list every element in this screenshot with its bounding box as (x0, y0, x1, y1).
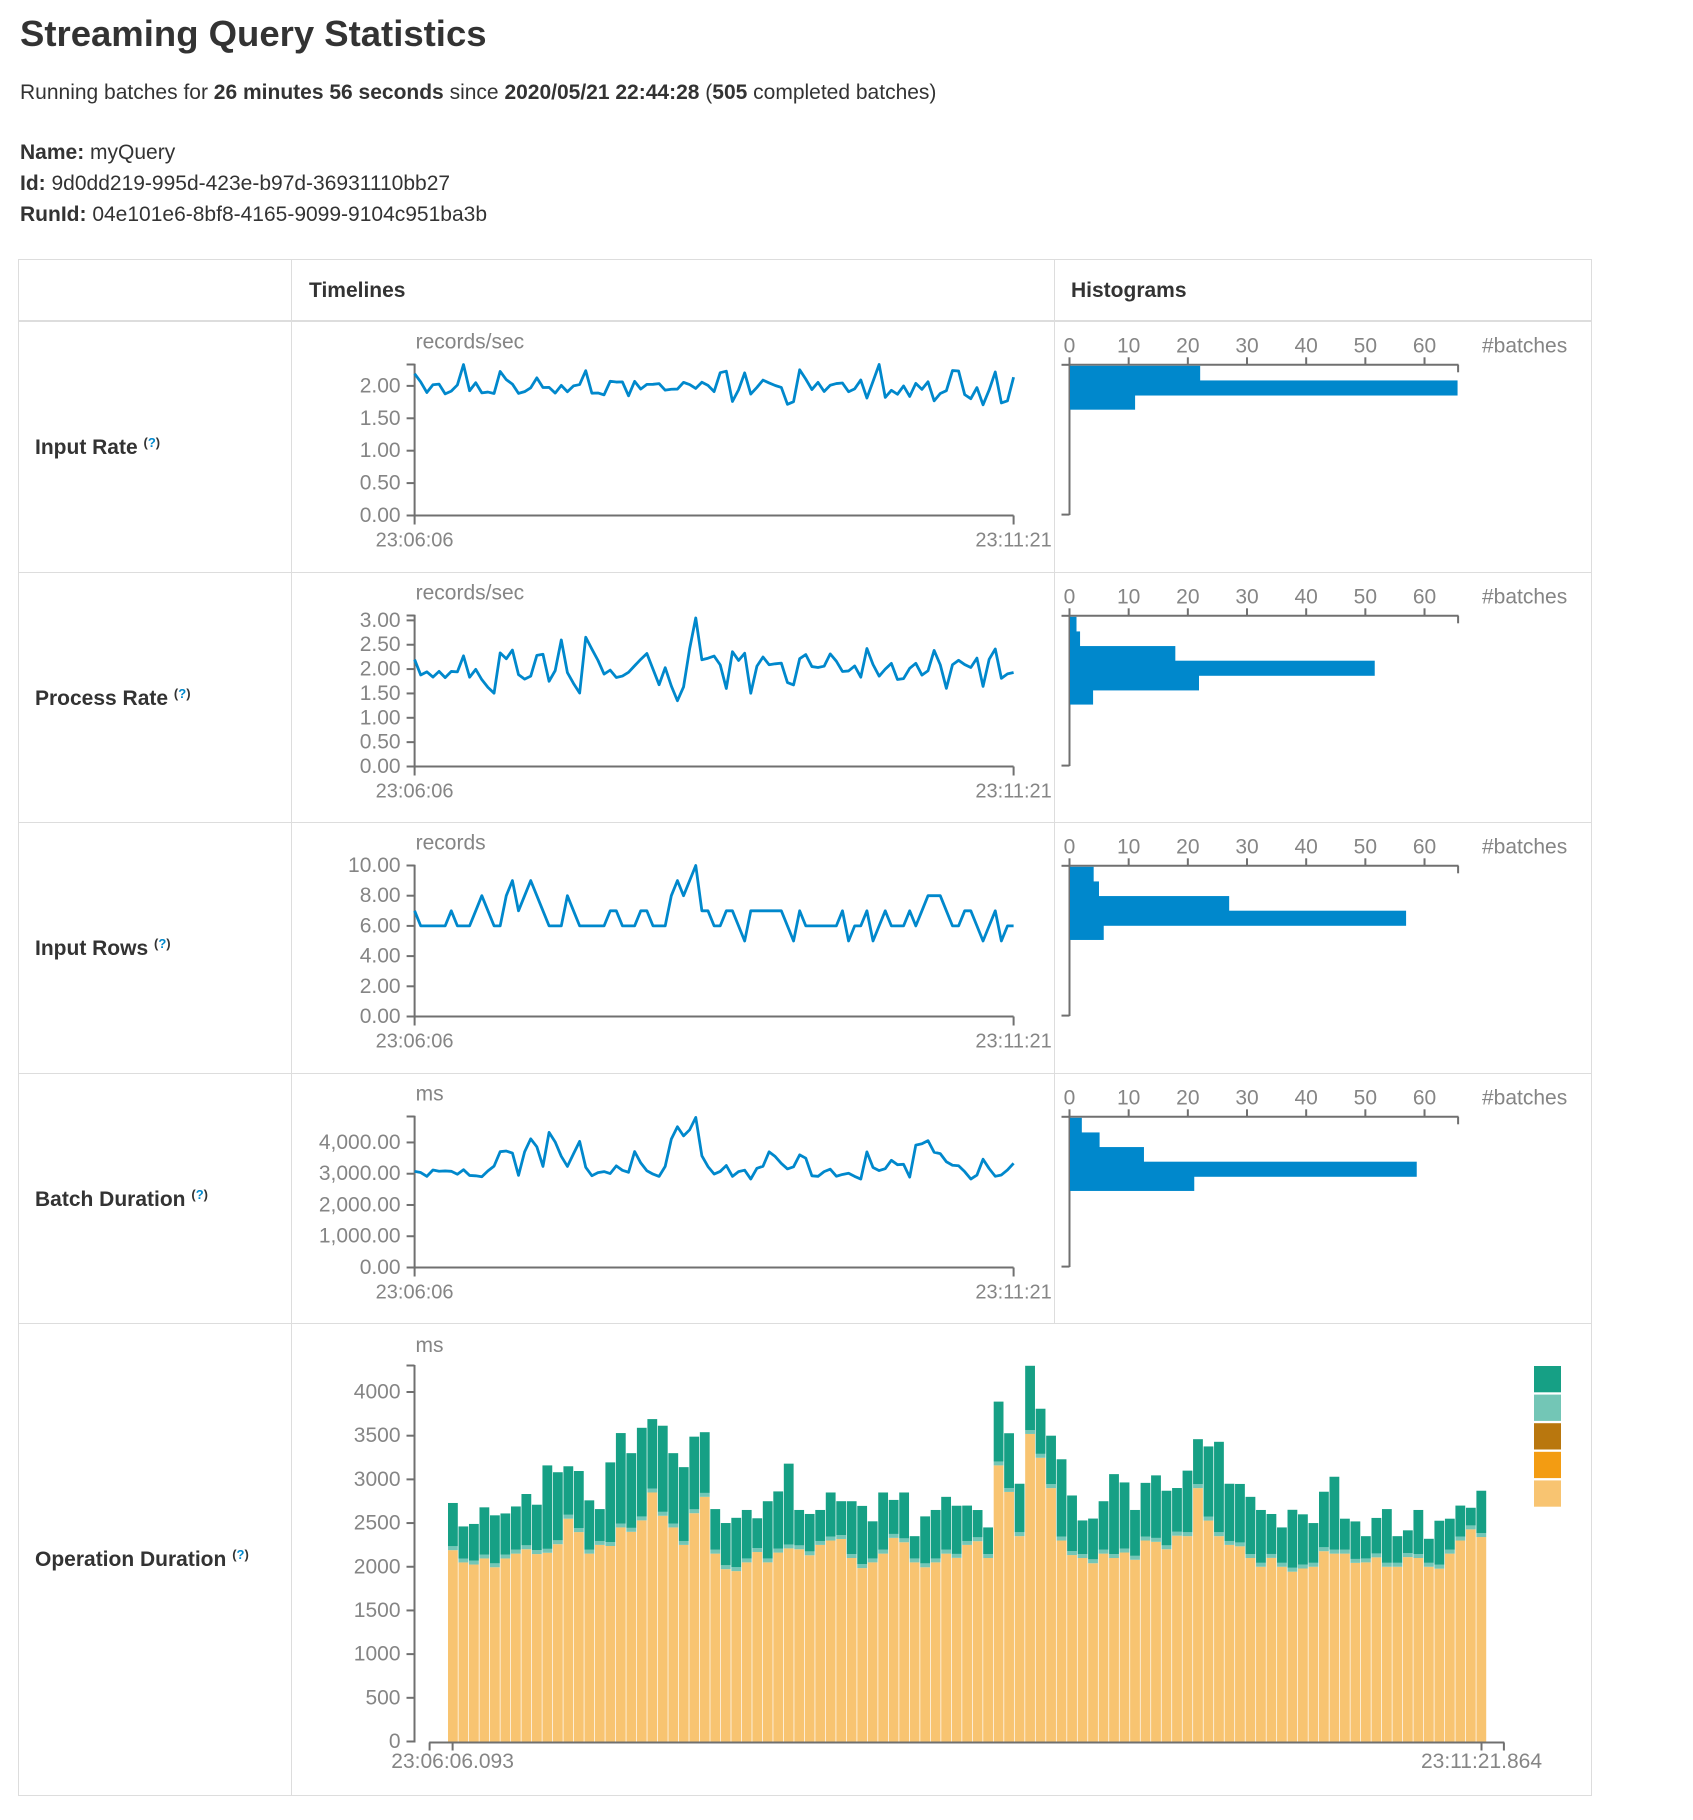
svg-text:40: 40 (1295, 836, 1318, 859)
svg-text:0: 0 (1064, 836, 1076, 859)
svg-text:1,000.00: 1,000.00 (319, 1225, 401, 1248)
svg-text:10: 10 (1117, 586, 1140, 609)
svg-text:0: 0 (389, 1730, 401, 1753)
svg-text:30: 30 (1235, 1087, 1258, 1110)
svg-text:2.50: 2.50 (360, 633, 401, 656)
svg-text:records/sec: records/sec (416, 331, 525, 354)
svg-text:0: 0 (1064, 1087, 1076, 1110)
svg-text:ms: ms (416, 1083, 444, 1106)
svg-text:40: 40 (1295, 335, 1318, 358)
svg-text:10: 10 (1117, 1087, 1140, 1110)
svg-text:10: 10 (1117, 836, 1140, 859)
svg-text:23:06:06: 23:06:06 (376, 1031, 454, 1053)
svg-text:50: 50 (1354, 335, 1377, 358)
svg-text:20: 20 (1176, 1087, 1199, 1110)
svg-text:60: 60 (1413, 335, 1436, 358)
svg-text:30: 30 (1235, 335, 1258, 358)
svg-text:6.00: 6.00 (360, 914, 401, 937)
svg-text:2000: 2000 (354, 1555, 401, 1578)
svg-text:1.50: 1.50 (360, 407, 401, 430)
svg-text:500: 500 (365, 1686, 400, 1709)
svg-text:0.00: 0.00 (360, 504, 401, 527)
svg-text:0.50: 0.50 (360, 731, 401, 754)
svg-text:#batches: #batches (1482, 836, 1567, 859)
svg-text:0.00: 0.00 (360, 1005, 401, 1028)
svg-text:3000: 3000 (354, 1468, 401, 1491)
svg-text:records: records (416, 832, 486, 855)
svg-text:20: 20 (1176, 335, 1199, 358)
svg-text:1000: 1000 (354, 1643, 401, 1666)
svg-text:50: 50 (1354, 836, 1377, 859)
svg-text:40: 40 (1295, 1087, 1318, 1110)
svg-text:#batches: #batches (1482, 586, 1567, 609)
svg-text:20: 20 (1176, 586, 1199, 609)
svg-text:3.00: 3.00 (360, 609, 401, 632)
svg-text:23:11:21: 23:11:21 (975, 1282, 1051, 1304)
svg-text:0: 0 (1064, 586, 1076, 609)
svg-text:3500: 3500 (354, 1424, 401, 1447)
svg-text:0.50: 0.50 (360, 472, 401, 495)
svg-text:0.00: 0.00 (360, 755, 401, 778)
svg-text:23:11:21: 23:11:21 (975, 530, 1051, 552)
svg-text:2500: 2500 (354, 1512, 401, 1535)
svg-text:2,000.00: 2,000.00 (319, 1193, 401, 1216)
svg-text:10: 10 (1117, 335, 1140, 358)
svg-text:#batches: #batches (1482, 335, 1567, 358)
svg-text:10.00: 10.00 (348, 854, 401, 877)
svg-text:1500: 1500 (354, 1599, 401, 1622)
svg-text:50: 50 (1354, 1087, 1377, 1110)
svg-text:2.00: 2.00 (360, 374, 401, 397)
svg-text:3,000.00: 3,000.00 (319, 1162, 401, 1185)
svg-text:23:11:21: 23:11:21 (975, 781, 1051, 803)
svg-text:23:11:21: 23:11:21 (975, 1031, 1051, 1053)
svg-text:4.00: 4.00 (360, 945, 401, 968)
svg-text:records/sec: records/sec (416, 582, 525, 605)
svg-text:30: 30 (1235, 586, 1258, 609)
svg-text:1.00: 1.00 (360, 439, 401, 462)
svg-text:20: 20 (1176, 836, 1199, 859)
svg-text:ms: ms (416, 1334, 444, 1357)
svg-text:4,000.00: 4,000.00 (319, 1131, 401, 1154)
svg-text:2.00: 2.00 (360, 975, 401, 998)
svg-text:60: 60 (1413, 836, 1436, 859)
svg-text:1.00: 1.00 (360, 706, 401, 729)
svg-text:0: 0 (1064, 335, 1076, 358)
svg-text:60: 60 (1413, 586, 1436, 609)
svg-text:23:06:06: 23:06:06 (376, 1282, 454, 1304)
svg-text:8.00: 8.00 (360, 884, 401, 907)
svg-text:50: 50 (1354, 586, 1377, 609)
svg-text:23:11:21.864: 23:11:21.864 (1421, 1750, 1542, 1773)
svg-text:0.00: 0.00 (360, 1256, 401, 1279)
svg-text:60: 60 (1413, 1087, 1436, 1110)
svg-text:23:06:06.093: 23:06:06.093 (391, 1750, 514, 1773)
svg-text:40: 40 (1295, 586, 1318, 609)
svg-text:1.50: 1.50 (360, 682, 401, 705)
svg-text:23:06:06: 23:06:06 (376, 530, 454, 552)
svg-text:30: 30 (1235, 836, 1258, 859)
svg-text:4000: 4000 (354, 1381, 401, 1404)
svg-text:23:06:06: 23:06:06 (376, 781, 454, 803)
svg-text:2.00: 2.00 (360, 658, 401, 681)
svg-text:#batches: #batches (1482, 1087, 1567, 1110)
